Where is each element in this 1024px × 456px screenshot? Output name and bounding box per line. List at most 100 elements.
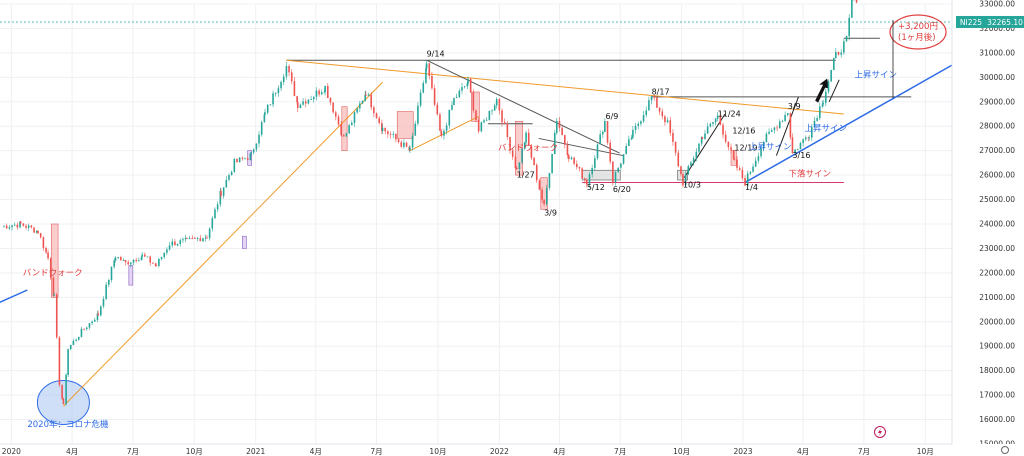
candle-body (680, 166, 682, 175)
candle-body (77, 336, 80, 340)
candle-body (417, 105, 419, 124)
annotation-label: バンドウォーク (23, 268, 83, 278)
candle-body (202, 238, 204, 242)
candle-body (19, 221, 21, 228)
candle-body (219, 190, 222, 205)
candle-body (768, 131, 770, 134)
candle-body (67, 349, 69, 375)
candle-body (530, 145, 533, 158)
candle-body (72, 340, 75, 345)
candle-body (3, 225, 5, 227)
gear-icon[interactable] (1001, 446, 1009, 454)
y-tick-label: 33000.00 (979, 0, 1015, 9)
candle-body (770, 130, 773, 132)
candle-body (656, 97, 658, 108)
candle-body (822, 102, 824, 105)
candle-body (466, 83, 469, 87)
candle-body (604, 121, 606, 132)
candle-body (545, 187, 548, 205)
candle-body (409, 147, 411, 151)
candle-body (840, 52, 842, 55)
candle-body (345, 133, 348, 137)
annotation-label: 9/14 (427, 50, 445, 59)
candle-body (378, 118, 380, 123)
candle-body (367, 94, 370, 96)
candle-body (453, 98, 455, 106)
candle-body (55, 294, 58, 338)
candle-body (640, 121, 642, 124)
y-tick-label: 27000.00 (979, 146, 1015, 155)
candle-body (602, 131, 604, 135)
candle-body (458, 90, 461, 98)
candle-body (387, 131, 389, 134)
candle-body (553, 132, 556, 154)
candle-body (225, 179, 228, 188)
x-tick-label: 4月 (310, 447, 322, 456)
candle-body (97, 313, 99, 316)
candle-body (511, 150, 514, 157)
x-tick-label: 7月 (858, 447, 870, 456)
candle-body (634, 125, 637, 130)
candle-body (233, 159, 236, 172)
candle-body (285, 66, 288, 77)
x-tick-label: 10月 (917, 447, 934, 456)
candle-body (455, 97, 458, 99)
candle-body (712, 122, 714, 124)
candle-body (736, 159, 738, 169)
candle-body (425, 68, 427, 83)
candle-body (645, 110, 648, 116)
candle-body (120, 257, 122, 261)
candle-body (714, 118, 717, 123)
y-tick-label: 20000.00 (979, 317, 1015, 326)
candle-body (786, 113, 789, 115)
trend-line (426, 59, 620, 154)
candle-body (467, 78, 469, 84)
candle-body (561, 127, 563, 136)
candle-body (521, 148, 523, 163)
candle-body (851, 0, 853, 18)
candle-body (754, 160, 757, 167)
candle-body (425, 63, 428, 69)
candle-body (315, 90, 318, 97)
candle-body (672, 133, 674, 142)
y-tick-label: 32000.00 (979, 24, 1015, 33)
candle-body (80, 328, 83, 337)
candle-body (102, 298, 105, 307)
candle-body (144, 254, 146, 257)
candle-body (620, 163, 622, 168)
candle-body (448, 109, 451, 126)
candle-body (33, 227, 35, 233)
candle-body (293, 81, 296, 97)
candle-body (214, 209, 216, 219)
annotation-label: 11/24 (718, 109, 741, 118)
candle-body (375, 113, 378, 119)
candle-body (433, 88, 436, 105)
candle-body (83, 328, 85, 330)
candle-body (255, 143, 258, 150)
candle-body (52, 277, 55, 296)
candle-body (250, 152, 252, 154)
candle-body (373, 107, 375, 114)
candle-body (30, 225, 33, 228)
candle-body (796, 149, 799, 150)
candle-body (765, 133, 768, 143)
annotation-label: 3/9 (788, 102, 801, 111)
highlight-box (471, 91, 480, 122)
highlight-box (51, 223, 59, 298)
trend-line (0, 289, 28, 303)
candle-body (397, 139, 400, 143)
candle-body (166, 249, 168, 253)
trend-line (744, 64, 953, 184)
candle-body (230, 171, 233, 176)
highlight-box (341, 106, 348, 151)
annotation-label: バンドウォーク (498, 144, 558, 154)
candle-body (475, 110, 477, 120)
highlight-box (515, 121, 524, 176)
candle-body (744, 178, 746, 186)
candle-body (359, 103, 361, 109)
candle-body (843, 41, 845, 53)
candle-body (269, 104, 272, 106)
trend-line (286, 59, 844, 115)
candle-body (105, 284, 107, 299)
